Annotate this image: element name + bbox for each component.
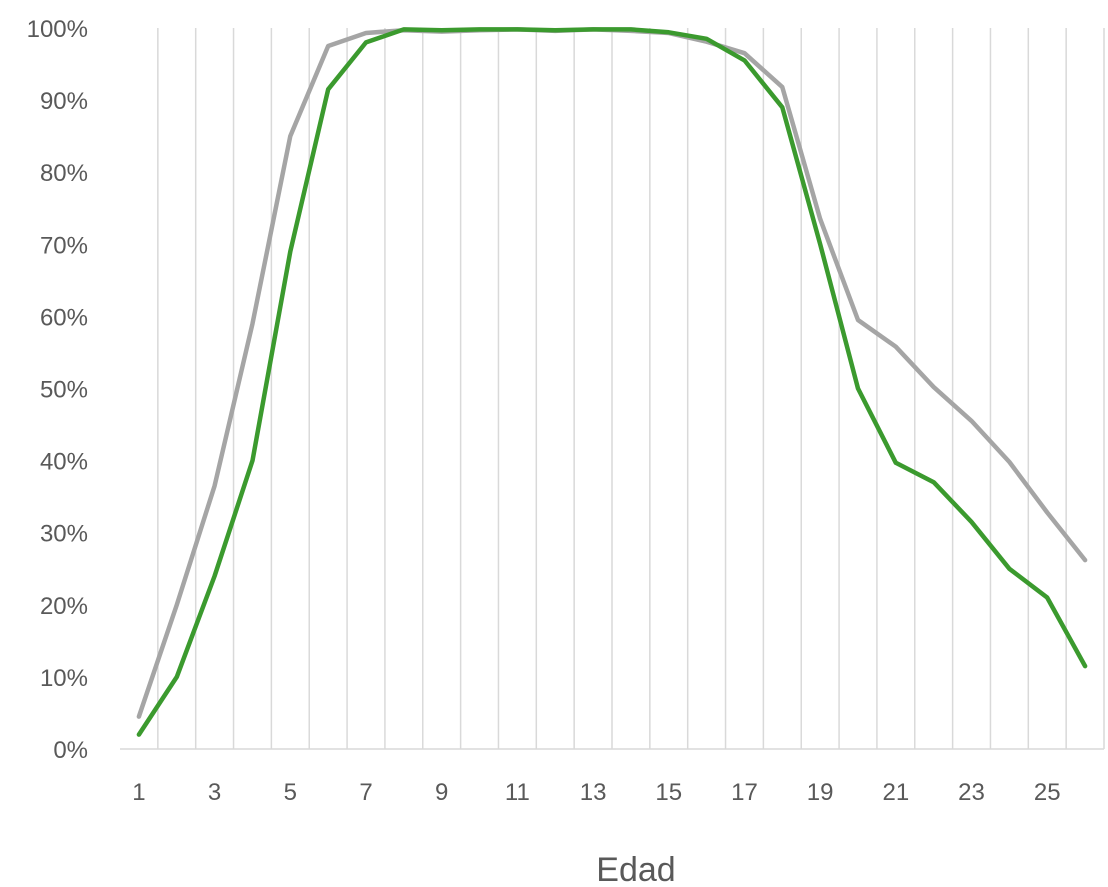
x-tick-label: 9 xyxy=(435,779,448,806)
series-line-2 xyxy=(136,27,1088,737)
y-tick-label: 80% xyxy=(40,160,88,187)
x-tick-label: 1 xyxy=(132,779,145,806)
x-tick-label: 3 xyxy=(208,779,221,806)
x-tick-label: 25 xyxy=(1034,779,1061,806)
y-tick-label: 70% xyxy=(40,232,88,259)
x-axis-title: Edad xyxy=(596,851,675,887)
y-tick-label: 60% xyxy=(40,304,88,331)
x-tick-label: 5 xyxy=(284,779,297,806)
x-tick-label: 23 xyxy=(958,779,985,806)
x-tick-labels: 1 3 5 7 9 11 13 15 17 19 21 23 25 xyxy=(132,779,1060,806)
x-tick-label: 17 xyxy=(731,779,758,806)
y-tick-label: 20% xyxy=(40,593,88,620)
x-tick-label: 15 xyxy=(655,779,682,806)
grid-lines xyxy=(157,28,1105,749)
x-tick-label: 11 xyxy=(505,779,530,806)
x-tick-label: 21 xyxy=(882,779,909,806)
y-tick-label: 30% xyxy=(40,521,88,548)
y-tick-label: 90% xyxy=(40,88,88,115)
y-tick-label: 0% xyxy=(53,737,88,764)
y-tick-labels: 0% 10% 20% 30% 40% 50% 60% 70% 80% 90% 100% xyxy=(27,16,88,764)
y-tick-label: 50% xyxy=(40,377,88,404)
x-tick-label: 19 xyxy=(807,779,834,806)
x-tick-label: 13 xyxy=(580,779,607,806)
y-tick-label: 40% xyxy=(40,449,88,476)
x-tick-label: 7 xyxy=(359,779,372,806)
y-tick-label: 10% xyxy=(40,665,88,692)
series-lines xyxy=(136,27,1088,737)
y-tick-label: 100% xyxy=(27,16,88,43)
